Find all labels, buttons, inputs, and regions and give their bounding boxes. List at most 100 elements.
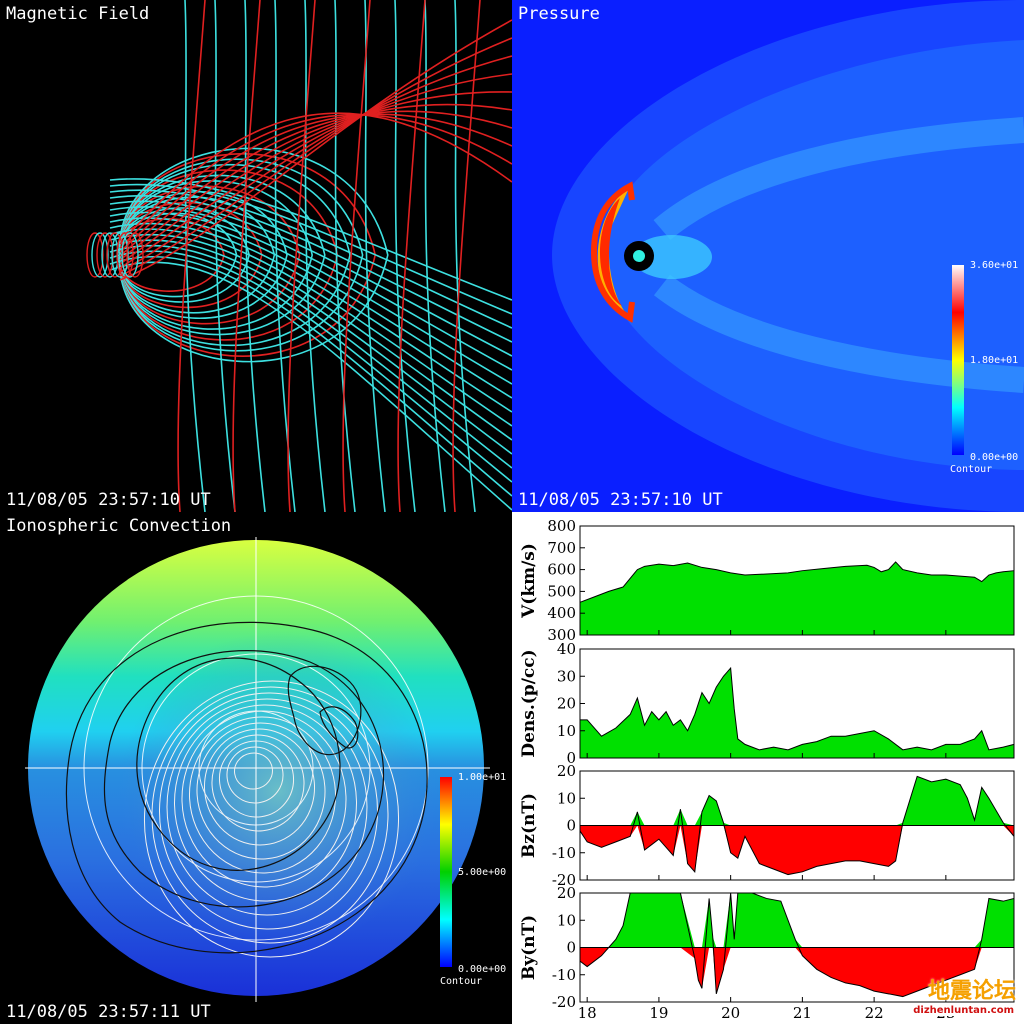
field-ring [91,232,109,278]
field-line-open-red [119,113,512,249]
y-tick-label: 0 [566,749,576,767]
ionosphere-colorbar [440,777,452,967]
field-ring [111,232,129,278]
solar-wind-chart: 300 400 500 600 700 800 V(km/s) 0 10 20 30 40 Dens.(… [519,517,1015,1022]
field-ring [126,232,144,278]
ionosphere-plot: 1.00e+01 5.00e+00 0.00e+00 Contour [25,537,506,1002]
y-tick-label: -20 [552,871,576,889]
potential-contour [234,752,273,790]
y-axis-label: Dens.(p/cc) [519,649,539,757]
field-line-tail [109,255,512,497]
ionosphere-timestamp: 11/08/05 23:57:11 UT [6,1002,211,1022]
x-tick-label: 21 [793,1004,812,1022]
field-line-tail [109,222,512,413]
x-tick-label: 18 [578,1004,597,1022]
y-tick-label: 10 [557,911,576,929]
y-tick-label: 10 [557,789,576,807]
field-line-open-red [119,55,512,273]
field-ring [121,232,139,278]
potential-contour [166,698,368,916]
pressure-tail-lobe-south [653,274,1024,393]
y-tick-label: 20 [557,762,576,780]
potential-contour [203,728,316,846]
x-tick-label: 19 [649,1004,668,1022]
y-tick-label: 0 [566,939,576,957]
y-tick-label: 600 [547,561,576,579]
pressure-plasmasphere [632,235,712,279]
y-tick-label: 800 [547,517,576,535]
potential-contour [196,722,326,860]
y-axis-label: By(nT) [519,915,539,980]
field-line-vertical-red [397,0,426,512]
pressure-bow-shock-core [599,198,622,306]
x-tick-label: 22 [865,1004,884,1022]
potential-contour [181,710,347,888]
ionosphere-cbar-min: 0.00e+00 [458,964,506,975]
field-line-open [454,0,476,512]
y-tick-label: 40 [557,640,576,658]
field-line-vertical-red [342,0,371,512]
ionosphere-cbar-max: 1.00e+01 [458,772,506,783]
pressure-timestamp: 11/08/05 23:57:10 UT [518,490,723,510]
y-tick-label: -10 [552,966,576,984]
field-line-open-red [119,91,512,265]
watermark-url: dizhenluntan.com [911,1005,1016,1016]
y-tick-label: -10 [552,844,576,862]
ionospheric-convection-panel: 1.00e+01 5.00e+00 0.00e+00 Contour Ionos… [0,512,512,1024]
magnetic-field-title: Magnetic Field [6,4,150,24]
field-line-closed [119,147,389,363]
potential-contour [188,716,337,874]
field-line-open [214,0,236,512]
pressure-title: Pressure [518,4,600,24]
field-line-open-red [119,110,512,257]
field-ring [101,232,119,278]
field-ring [96,232,114,278]
field-line-open-red [119,112,512,245]
field-line-vertical-red [287,0,316,512]
series-panel: -20 -10 0 10 20 Bz(nT) [519,762,1015,889]
field-ring [116,232,134,278]
field-line-tail [109,228,512,427]
series-panel: 0 10 20 30 40 Dens.(p/cc) [519,640,1015,767]
pressure-tail-lobe-north [653,117,1024,240]
field-line-open-red [119,37,512,277]
pressure-colorbar [952,265,964,455]
watermark-text: 地震论坛 [927,978,1016,1004]
potential-contour [218,740,295,818]
magnetic-field-panel: Magnetic Field 11/08/05 23:57:10 UT [0,0,512,512]
series-positive-fill [580,776,1014,826]
y-tick-label: 0 [566,817,576,835]
field-line-tail [109,194,512,343]
panel-frame [579,525,1015,636]
y-tick-label: 400 [547,604,576,622]
ionosphere-dark-contours [65,621,428,954]
potential-contour [226,746,284,804]
solar-wind-timeseries-panel: 300 400 500 600 700 800 V(km/s) 0 10 20 30 40 Dens.(… [512,512,1024,1024]
series-positive-fill [580,668,1014,758]
field-line-vertical-red [232,0,261,512]
field-line-open [334,0,356,512]
y-tick-label: -20 [552,993,576,1011]
series-positive-fill [580,561,1014,635]
pressure-cbar-max: 3.60e+01 [970,260,1018,271]
field-line-open [274,0,296,512]
magnetic-field-plot [86,0,512,512]
field-line-open [184,0,206,512]
field-line-closed [119,158,364,352]
field-ring [106,232,124,278]
field-line-closed [119,185,301,325]
field-line-closed [119,174,326,336]
pressure-plot: 3.60e+01 1.80e+01 0.00e+00 Contour [512,0,1024,512]
field-line-open [304,0,326,512]
field-line-tail [109,200,512,357]
field-line-tail [109,217,512,399]
series-negative-fill [580,825,1014,875]
field-line-open [424,0,446,512]
field-line-tail [109,239,512,455]
ionosphere-cbar-mid: 5.00e+00 [458,867,506,878]
field-line-closed [118,190,288,320]
field-line-tail [109,250,512,483]
y-tick-label: 300 [547,626,576,644]
field-line-open-red [119,113,512,253]
y-tick-label: 30 [557,667,576,685]
